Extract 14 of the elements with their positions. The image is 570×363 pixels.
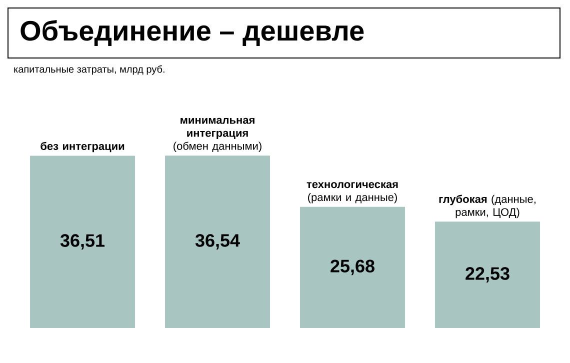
bar	[435, 222, 540, 328]
x-tick-label: минимальная интеграция (обмен данными)	[174, 118, 262, 152]
data-label: 36,51	[60, 234, 105, 250]
x-tick-label: глубокая (данные, рамки, ЦОД)	[439, 194, 536, 218]
data-label: 22,53	[466, 267, 510, 283]
bar	[300, 206, 405, 328]
bar	[165, 156, 270, 328]
data-label: 25,68	[330, 260, 374, 276]
x-tick-label: технологическая (рамки и данные)	[306, 182, 398, 204]
bar	[30, 156, 136, 328]
x-tick-label: без интеграции	[40, 142, 124, 152]
y-axis-title: капитальные затраты, млрд руб.	[14, 65, 164, 75]
data-label: 36,54	[195, 234, 240, 250]
chart-title: Объединение – дешевле	[20, 20, 364, 46]
